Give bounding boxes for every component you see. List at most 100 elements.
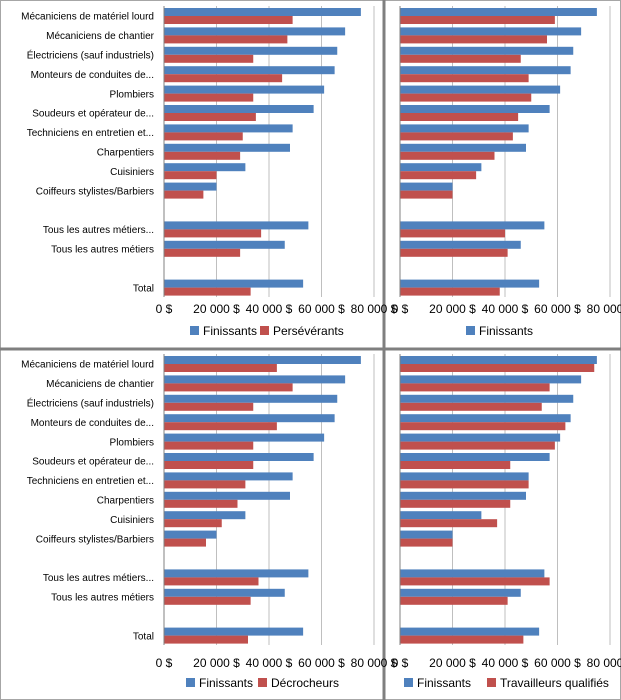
x-tick-label: 60 000 $ <box>534 302 581 316</box>
bar-series-2 <box>400 229 505 238</box>
bar-décrocheurs <box>164 538 206 547</box>
category-label: Mécaniciens de chantier <box>46 31 155 42</box>
legend-label: Travailleurs qualifiés <box>500 676 609 690</box>
bar-décrocheurs <box>164 596 251 605</box>
bar-finissants <box>400 8 597 16</box>
bar-finissants <box>164 569 309 578</box>
bar-finissants <box>400 46 574 55</box>
bar-décrocheurs <box>164 422 277 431</box>
chart-panel-top-right: 0 $ 20 000 $ 40 000 $ 60 000 $ 80 000 $ Finis… <box>392 6 621 338</box>
bar-finissants <box>400 375 582 384</box>
bar-travailleurs-qualifiés <box>400 441 555 450</box>
bar-travailleurs-qualifiés <box>400 499 511 508</box>
bar-finissants <box>400 569 545 578</box>
bar-persévérants <box>164 54 254 63</box>
legend-swatch <box>487 678 496 687</box>
x-tick-label: 80 000 $ <box>351 656 398 670</box>
legend-label: Finissants <box>199 676 253 690</box>
bar-series-2 <box>400 190 453 199</box>
chart-panel-bottom-right: 0 $ 20 000 $ 40 000 $ 60 000 $ 80 000 $ Finis… <box>392 354 621 690</box>
category-label: Cuisiniers <box>110 515 154 526</box>
bar-series-2 <box>400 248 508 257</box>
bar-finissants <box>400 356 597 364</box>
category-label: Plombiers <box>110 89 154 100</box>
bar-finissants <box>164 627 304 636</box>
bar-finissants <box>164 433 325 442</box>
bar-finissants <box>400 240 521 249</box>
bar-finissants <box>164 279 304 288</box>
bar-series-2 <box>400 74 529 83</box>
category-label: Soudeurs et opérateur de... <box>32 457 154 468</box>
category-label: Plombiers <box>110 437 154 448</box>
bar-persévérants <box>164 151 241 160</box>
bar-persévérants <box>164 171 217 180</box>
bar-finissants <box>400 27 582 36</box>
category-label: Total <box>133 283 154 294</box>
bar-finissants <box>164 46 338 55</box>
bar-finissants <box>164 588 285 597</box>
bar-persévérants <box>164 74 283 83</box>
bar-series-2 <box>400 93 532 102</box>
x-tick-label: 60 000 $ <box>298 302 345 316</box>
bar-finissants <box>400 66 571 75</box>
bar-finissants <box>164 8 361 16</box>
category-label: Coiffeurs stylistes/Barbiers <box>36 534 154 545</box>
bar-décrocheurs <box>164 480 246 489</box>
bar-finissants <box>164 143 290 152</box>
bar-persévérants <box>164 287 251 296</box>
x-tick-label: 20 000 $ <box>193 656 240 670</box>
x-tick-label: 40 000 $ <box>246 656 293 670</box>
bar-finissants <box>400 124 529 133</box>
category-label: Monteurs de conduites de... <box>31 418 154 429</box>
bar-series-2 <box>400 132 513 141</box>
bar-décrocheurs <box>164 519 222 528</box>
bar-décrocheurs <box>164 402 254 411</box>
bar-finissants <box>164 375 346 384</box>
bar-finissants <box>400 394 574 403</box>
bar-series-2 <box>400 35 547 44</box>
bar-finissants <box>164 511 246 520</box>
bar-finissants <box>164 394 338 403</box>
x-tick-label: 40 000 $ <box>482 656 529 670</box>
bar-finissants <box>400 279 540 288</box>
bar-persévérants <box>164 229 262 238</box>
bar-finissants <box>400 221 545 230</box>
chart-panel-top-left: 0 $ 20 000 $ 40 000 $ 60 000 $ 80 000 $ Mécan… <box>21 6 398 338</box>
bar-finissants <box>400 433 561 442</box>
legend-swatch <box>258 678 267 687</box>
x-tick-label: 0 $ <box>392 302 409 316</box>
bar-finissants <box>400 453 550 461</box>
bar-finissants <box>400 163 482 172</box>
category-label: Soudeurs et opérateur de... <box>32 109 154 120</box>
bar-persévérants <box>164 190 204 199</box>
x-tick-label: 60 000 $ <box>298 656 345 670</box>
category-label: Coiffeurs stylistes/Barbiers <box>36 186 154 197</box>
legend-swatch <box>466 326 475 335</box>
x-tick-label: 0 $ <box>156 302 173 316</box>
bar-décrocheurs <box>164 461 254 469</box>
bar-finissants <box>164 356 361 364</box>
bar-décrocheurs <box>164 577 259 586</box>
category-label: Tous les autres métiers... <box>43 573 154 584</box>
bar-finissants <box>400 588 521 597</box>
bar-persévérants <box>164 132 243 141</box>
bar-series-2 <box>400 54 521 63</box>
category-label: Mécaniciens de chantier <box>46 379 155 390</box>
bar-series-2 <box>400 171 477 180</box>
legend-label: Persévérants <box>273 324 344 338</box>
bar-travailleurs-qualifiés <box>400 480 529 489</box>
category-label: Monteurs de conduites de... <box>31 70 154 81</box>
bar-series-2 <box>400 287 500 296</box>
bar-décrocheurs <box>164 364 277 372</box>
bar-décrocheurs <box>164 383 293 392</box>
category-label: Électriciens (sauf industriels) <box>27 49 154 62</box>
bar-persévérants <box>164 113 256 121</box>
bar-travailleurs-qualifiés <box>400 383 550 392</box>
category-label: Total <box>133 631 154 642</box>
bar-finissants <box>164 85 325 94</box>
bar-finissants <box>400 511 482 520</box>
bar-finissants <box>400 182 453 191</box>
bar-travailleurs-qualifiés <box>400 519 498 528</box>
category-label: Charpentiers <box>97 148 154 159</box>
bar-series-2 <box>400 113 519 121</box>
